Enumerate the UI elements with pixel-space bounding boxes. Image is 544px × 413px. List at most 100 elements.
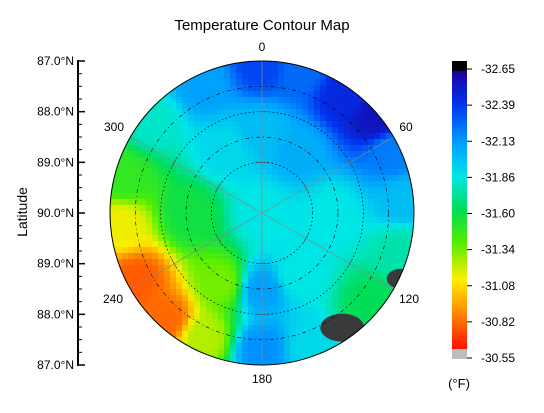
contour-cell (248, 313, 255, 320)
contour-cell (326, 217, 333, 224)
contour-cell (290, 337, 297, 344)
contour-cell (260, 127, 267, 134)
contour-cell (350, 103, 357, 110)
contour-cell (302, 325, 309, 332)
contour-cell (272, 307, 279, 314)
contour-cell (350, 277, 357, 284)
contour-cell (176, 79, 183, 86)
contour-cell (272, 151, 279, 158)
contour-cell (302, 259, 309, 266)
contour-cell (122, 241, 129, 248)
contour-cell (308, 223, 315, 230)
contour-cell (146, 307, 153, 314)
contour-cell (134, 223, 141, 230)
contour-cell (218, 361, 225, 365)
contour-cell (320, 157, 327, 164)
contour-cell (230, 91, 237, 98)
contour-cell (230, 169, 237, 176)
contour-cell (296, 241, 303, 248)
contour-cell (332, 193, 339, 200)
contour-cell (188, 271, 195, 278)
contour-cell (266, 175, 273, 182)
contour-cell (296, 199, 303, 206)
contour-cell (194, 217, 201, 224)
contour-cell (260, 109, 267, 116)
contour-cell (248, 325, 255, 332)
contour-cell (158, 295, 165, 302)
contour-cell (344, 157, 351, 164)
contour-cell (368, 289, 375, 296)
contour-cell (260, 169, 267, 176)
contour-cell (314, 235, 321, 242)
contour-cell (278, 205, 285, 212)
contour-cell (290, 97, 297, 104)
contour-cell (368, 163, 375, 170)
contour-cell (116, 217, 123, 224)
contour-cell (200, 343, 207, 350)
contour-cell (254, 97, 261, 104)
contour-cell (224, 337, 231, 344)
contour-cell (230, 259, 237, 266)
contour-cell (182, 325, 189, 332)
contour-cell (320, 139, 327, 146)
contour-cell (188, 283, 195, 290)
contour-cell (200, 73, 207, 80)
contour-cell (146, 247, 153, 254)
contour-cell (362, 127, 369, 134)
contour-cell (266, 181, 273, 188)
contour-cell (284, 241, 291, 248)
contour-cell (374, 181, 381, 188)
contour-cell (206, 235, 213, 242)
contour-cell (164, 139, 171, 146)
contour-cell (194, 343, 201, 350)
contour-cell (302, 313, 309, 320)
grid-tick (170, 258, 178, 270)
contour-cell (224, 295, 231, 302)
contour-cell (170, 193, 177, 200)
chart-title: Temperature Contour Map (174, 17, 349, 34)
contour-cell (248, 109, 255, 116)
contour-cell (158, 121, 165, 128)
contour-cell (128, 211, 135, 218)
contour-cell (182, 145, 189, 152)
contour-cell (170, 145, 177, 152)
contour-cell (308, 79, 315, 86)
contour-cell (176, 277, 183, 284)
contour-cell (380, 199, 387, 206)
contour-cell (332, 169, 339, 176)
contour-cell (212, 253, 219, 260)
contour-cell (212, 169, 219, 176)
contour-cell (230, 349, 237, 356)
grid-spoke (130, 212, 263, 290)
contour-cell (356, 295, 363, 302)
contour-cell (158, 193, 165, 200)
contour-cell (410, 199, 414, 206)
contour-cell (320, 313, 327, 320)
contour-cell (224, 313, 231, 320)
contour-cell (302, 343, 309, 350)
contour-cell (146, 217, 153, 224)
contour-cell (326, 133, 333, 140)
contour-cell (176, 331, 183, 338)
contour-cell (272, 121, 279, 128)
contour-cell (380, 163, 387, 170)
contour-cell (260, 289, 267, 296)
contour-cell (266, 73, 273, 80)
contour-cell (314, 343, 321, 350)
contour-cell (248, 139, 255, 146)
contour-cell (206, 145, 213, 152)
contour-cell (332, 79, 339, 86)
contour-cell (272, 91, 279, 98)
contour-cell (392, 175, 399, 182)
contour-cell (218, 169, 225, 176)
contour-cell (392, 241, 399, 248)
contour-cell (302, 175, 309, 182)
contour-cell (326, 115, 333, 122)
contour-cell (164, 229, 171, 236)
contour-cell (242, 133, 249, 140)
contour-cell (272, 67, 279, 74)
contour-cell (170, 157, 177, 164)
contour-cell (218, 115, 225, 122)
contour-cell (122, 259, 129, 266)
